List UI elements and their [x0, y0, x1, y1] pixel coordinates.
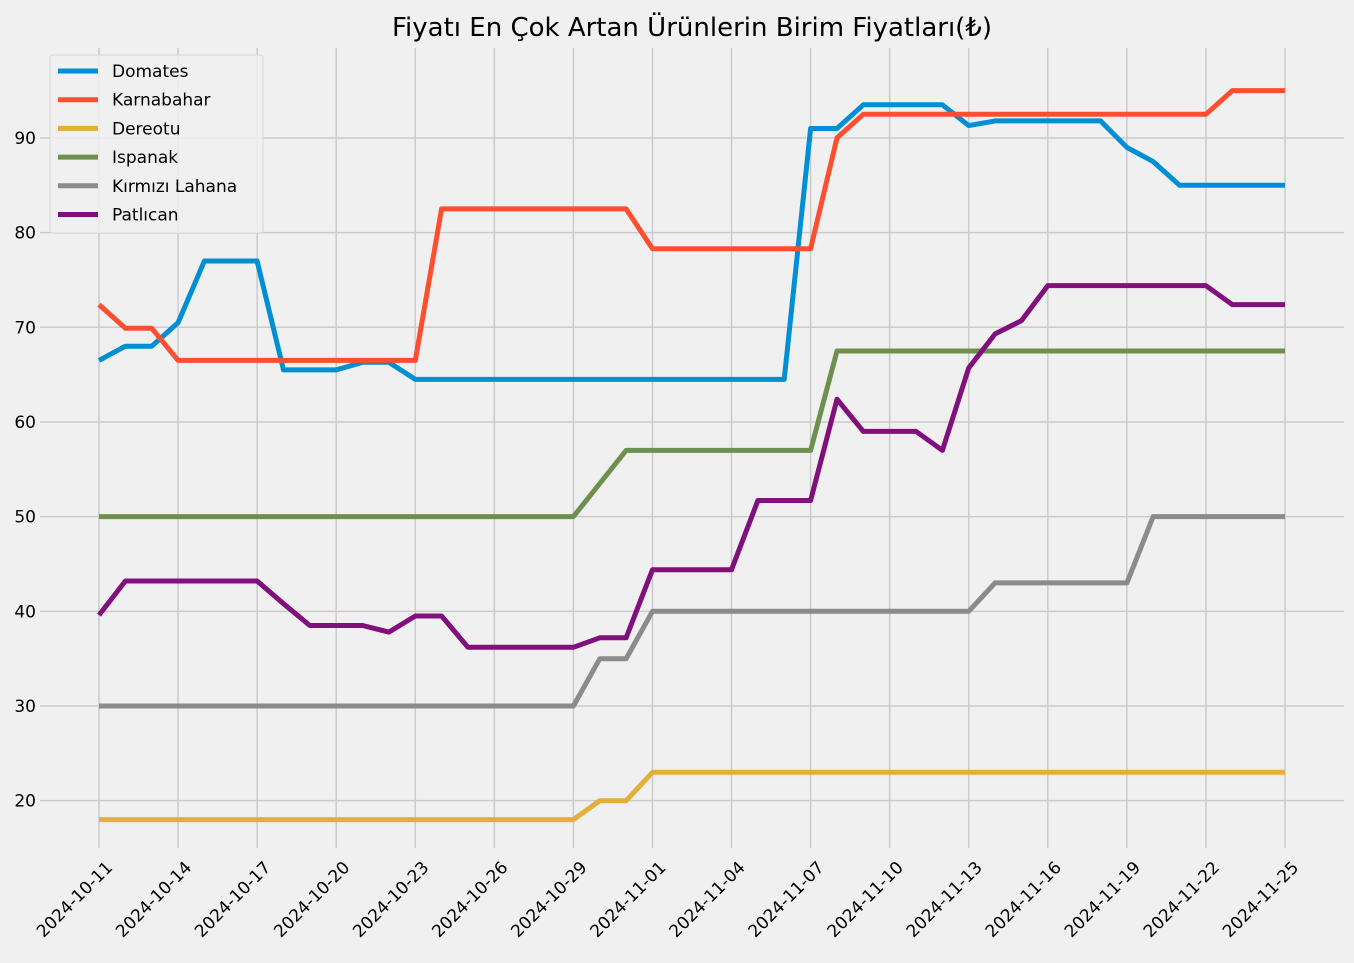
series-line-patlıcan [97, 283, 1285, 650]
y-tick-label: 90 [14, 129, 36, 149]
series-line-karnabahar [97, 88, 1285, 363]
x-tick-label: 2024-11-04 [666, 858, 750, 942]
x-tick-label: 2024-10-11 [33, 858, 117, 942]
series-line-dereotu [99, 769, 1285, 823]
x-tick-label: 2024-11-01 [586, 858, 670, 942]
x-tick-label: 2024-11-10 [824, 858, 908, 942]
legend-label: Kırmızı Lahana [112, 177, 237, 197]
x-tick-label: 2024-10-23 [349, 858, 433, 942]
legend-label: Patlıcan [112, 206, 179, 226]
x-tick-label: 2024-11-07 [745, 858, 829, 942]
x-tick-label: 2024-11-22 [1140, 858, 1224, 942]
x-tick-label: 2024-10-14 [112, 858, 196, 942]
series-line-domates [97, 102, 1285, 382]
legend-box [49, 54, 264, 234]
legend-label: Karnabahar [112, 91, 211, 111]
x-tick-label: 2024-11-16 [982, 858, 1066, 942]
x-tick-label: 2024-11-13 [903, 858, 987, 942]
y-tick-label: 40 [14, 602, 36, 622]
chart-title: Fiyatı En Çok Artan Ürünlerin Birim Fiya… [392, 11, 992, 43]
series-lines [97, 88, 1285, 823]
legend: Domates Karnabahar Dereotu Ispanak Kırmızı L… [49, 54, 264, 234]
y-tick-label: 80 [14, 224, 36, 244]
series-line-ispanak [99, 348, 1285, 520]
y-tick-label: 70 [14, 318, 36, 338]
legend-label: Domates [112, 62, 189, 82]
x-tick-label: 2024-11-19 [1061, 858, 1145, 942]
x-tick-label: 2024-11-25 [1219, 858, 1303, 942]
series-line-kırmızı-lahana [99, 514, 1285, 709]
x-tick-label: 2024-10-26 [428, 858, 512, 942]
y-tick-label: 50 [14, 508, 36, 528]
y-tick-label: 20 [14, 792, 36, 812]
x-tick-label: 2024-10-17 [191, 858, 275, 942]
x-tick-label: 2024-10-29 [507, 858, 591, 942]
y-tick-label: 60 [14, 413, 36, 433]
x-tick-label: 2024-10-20 [270, 858, 354, 942]
legend-label: Dereotu [112, 119, 180, 139]
y-tick-label: 30 [14, 697, 36, 717]
legend-label: Ispanak [112, 148, 178, 168]
